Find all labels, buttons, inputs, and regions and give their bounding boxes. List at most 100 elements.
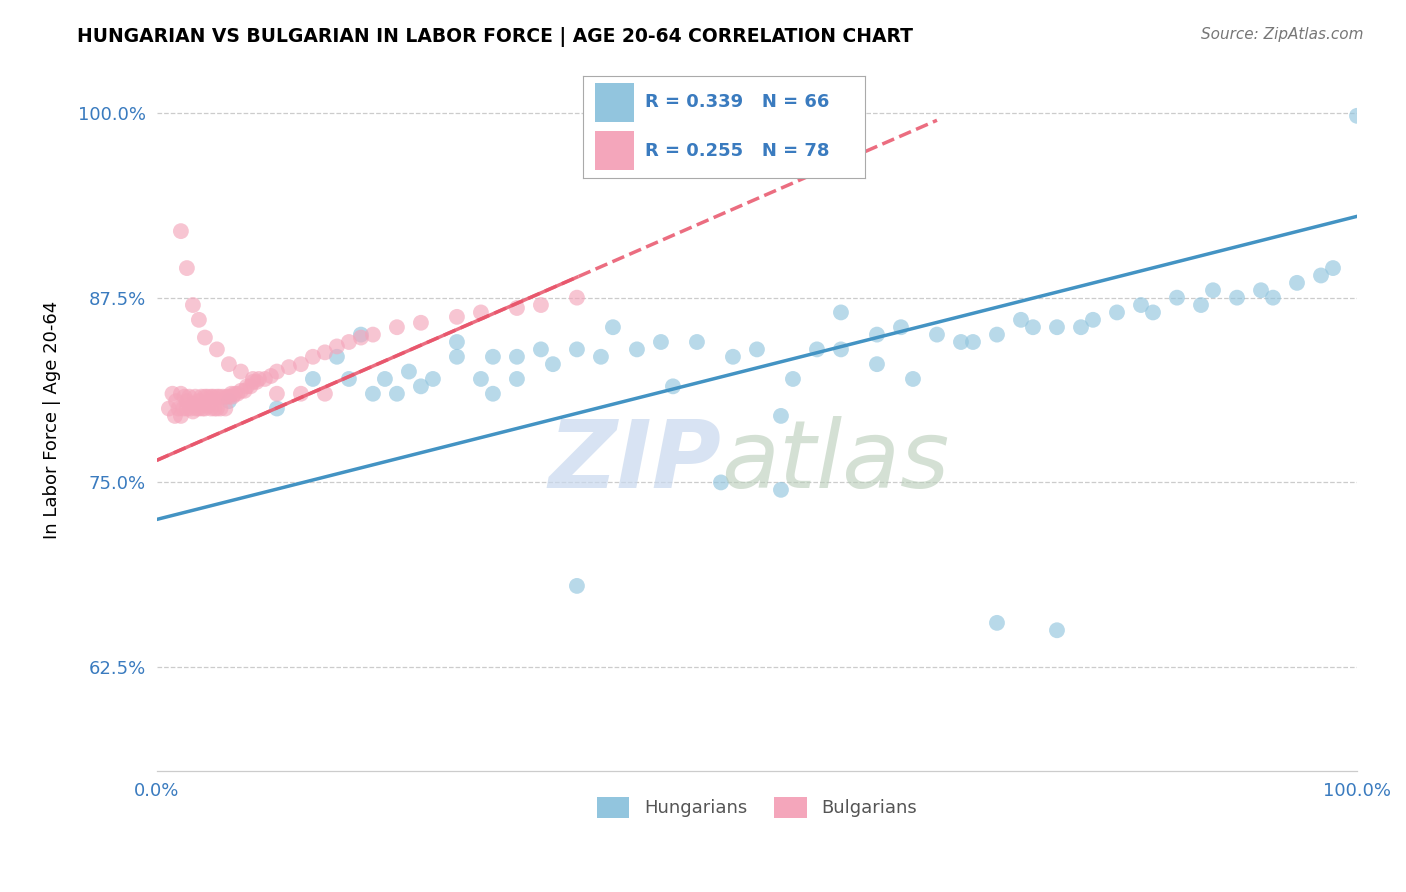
Point — [266, 401, 288, 416]
Point — [277, 360, 299, 375]
Point — [1226, 291, 1249, 305]
Point — [290, 357, 312, 371]
Text: R = 0.339   N = 66: R = 0.339 N = 66 — [645, 94, 830, 112]
Point — [190, 390, 212, 404]
Text: atlas: atlas — [721, 417, 949, 508]
Point — [1105, 305, 1128, 319]
Point — [195, 390, 218, 404]
Point — [266, 386, 288, 401]
Point — [214, 401, 236, 416]
Point — [530, 343, 553, 357]
Point — [470, 305, 492, 319]
Point — [565, 291, 588, 305]
Point — [314, 345, 336, 359]
Point — [209, 401, 232, 416]
Point — [1081, 313, 1104, 327]
Point — [162, 386, 184, 401]
Point — [194, 401, 217, 416]
Point — [170, 224, 193, 238]
Point — [191, 401, 214, 416]
Text: ZIP: ZIP — [548, 416, 721, 508]
Point — [170, 386, 193, 401]
Point — [157, 401, 180, 416]
Point — [205, 343, 228, 357]
Point — [409, 379, 432, 393]
Point — [176, 261, 198, 276]
Point — [446, 310, 468, 324]
Point — [1285, 276, 1308, 290]
Point — [218, 357, 240, 371]
Point — [212, 390, 235, 404]
Point — [173, 390, 195, 404]
Point — [398, 365, 420, 379]
Point — [208, 390, 231, 404]
Point — [187, 394, 209, 409]
Point — [806, 343, 828, 357]
Point — [565, 579, 588, 593]
Point — [1261, 291, 1284, 305]
Point — [506, 350, 529, 364]
Point — [233, 384, 256, 398]
Point — [530, 298, 553, 312]
Point — [422, 372, 444, 386]
Point — [830, 305, 852, 319]
Text: R = 0.255   N = 78: R = 0.255 N = 78 — [645, 142, 830, 160]
Point — [1130, 298, 1153, 312]
Point — [986, 615, 1008, 630]
Point — [218, 390, 240, 404]
Point — [1142, 305, 1164, 319]
Point — [204, 401, 226, 416]
Point — [1022, 320, 1045, 334]
Point — [181, 397, 204, 411]
Point — [482, 386, 505, 401]
Point — [1346, 109, 1368, 123]
Point — [769, 409, 792, 423]
Point — [385, 320, 408, 334]
FancyBboxPatch shape — [595, 83, 634, 122]
Point — [949, 334, 972, 349]
Point — [221, 390, 243, 404]
Point — [565, 343, 588, 357]
Point — [721, 350, 744, 364]
Point — [901, 372, 924, 386]
Point — [194, 390, 217, 404]
Point — [187, 401, 209, 416]
Point — [361, 327, 384, 342]
Point — [409, 316, 432, 330]
Point — [205, 401, 228, 416]
Point — [710, 475, 733, 490]
Point — [224, 386, 246, 401]
Point — [187, 313, 209, 327]
Point — [830, 343, 852, 357]
Point — [266, 365, 288, 379]
Point — [314, 386, 336, 401]
Point — [506, 301, 529, 315]
Point — [1322, 261, 1344, 276]
Point — [337, 372, 360, 386]
Point — [769, 483, 792, 497]
Text: Source: ZipAtlas.com: Source: ZipAtlas.com — [1201, 27, 1364, 42]
Point — [290, 386, 312, 401]
Point — [165, 394, 187, 409]
Point — [1046, 624, 1069, 638]
Point — [602, 320, 624, 334]
Point — [1070, 320, 1092, 334]
Point — [226, 386, 249, 401]
Point — [782, 372, 804, 386]
Point — [229, 384, 252, 398]
Point — [446, 334, 468, 349]
Text: HUNGARIAN VS BULGARIAN IN LABOR FORCE | AGE 20-64 CORRELATION CHART: HUNGARIAN VS BULGARIAN IN LABOR FORCE | … — [77, 27, 914, 46]
Point — [925, 327, 948, 342]
Point — [186, 401, 208, 416]
Point — [506, 372, 529, 386]
Point — [167, 401, 190, 416]
Point — [326, 350, 349, 364]
Point — [179, 390, 201, 404]
Point — [202, 390, 225, 404]
Point — [626, 343, 648, 357]
FancyBboxPatch shape — [595, 131, 634, 170]
Point — [218, 394, 240, 409]
Point — [176, 401, 198, 416]
Point — [236, 379, 259, 393]
Point — [986, 327, 1008, 342]
